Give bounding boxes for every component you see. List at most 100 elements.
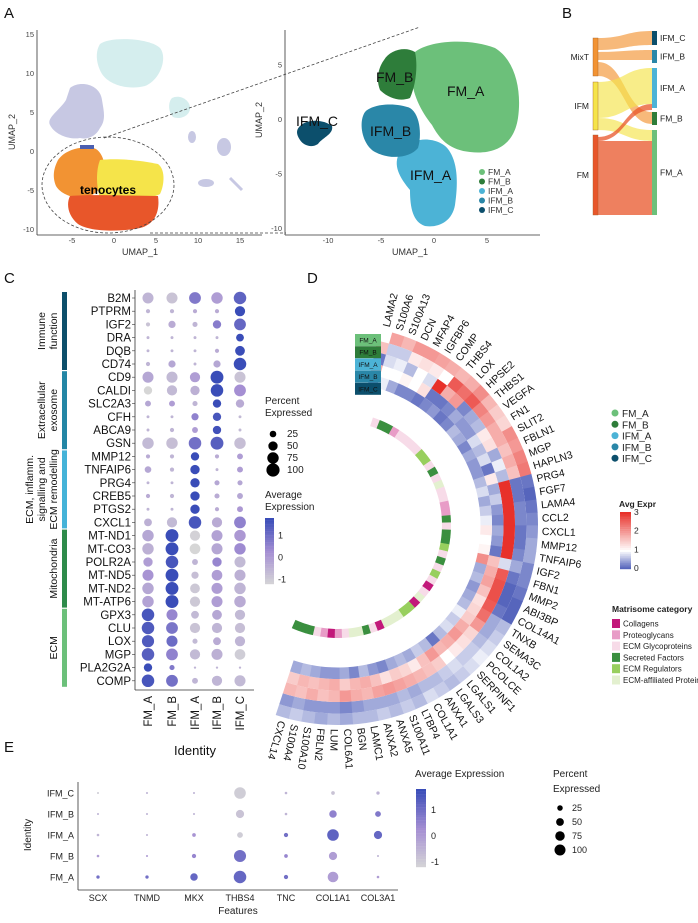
category-cell: [441, 515, 451, 523]
dot: [211, 543, 223, 555]
heatmap-cell: [480, 525, 492, 536]
heatmap-cell: [453, 666, 471, 684]
heatmap-cell: [313, 712, 328, 725]
heatmap-cell: [418, 397, 434, 413]
heatmap-cell: [296, 674, 310, 688]
row-label: FM_B: [359, 350, 376, 357]
gene-label: MT-ND1: [88, 531, 131, 543]
colorbar-segment: [620, 553, 631, 556]
group-bar: [62, 450, 67, 529]
x-tick-label: THBS4: [225, 893, 254, 903]
heatmap-cell: [410, 693, 428, 710]
legend-label: IFM_C: [488, 205, 514, 215]
colorbar-segment: [265, 553, 274, 556]
category-cell: [410, 443, 422, 456]
heatmap-cell: [512, 449, 528, 466]
dot: [211, 675, 223, 686]
heatmap-cell: [402, 387, 417, 403]
color-legend-title: Expression: [265, 502, 314, 513]
dot: [190, 478, 200, 488]
colorbar-segment: [416, 861, 426, 865]
dot: [169, 309, 175, 314]
colorbar-segment: [416, 807, 426, 810]
sankey-flow: [598, 50, 652, 60]
size-legend-title: Percent: [265, 396, 300, 407]
heatmap-cell: [471, 443, 488, 459]
dot: [145, 875, 149, 879]
heatmap-cell: [488, 404, 506, 422]
heatmap-cell: [486, 588, 502, 604]
colorbar-tick-label: -1: [431, 857, 439, 867]
umap-all-cells: tenocytes -5 0 5 10 15 -10 -5 0 5 10 15 UMAP_1 UMAP_2: [7, 26, 421, 257]
colorbar-segment: [416, 796, 426, 800]
dot: [96, 833, 100, 837]
panel-label: A: [4, 5, 14, 22]
colorbar-segment: [620, 527, 631, 530]
heatmap-cell: [393, 652, 408, 667]
category-cell: [341, 628, 350, 638]
heatmap-cell: [477, 495, 491, 508]
dot: [165, 568, 179, 582]
circular-heatmap: LAMA2S100A6S100A13DCNMFAP4IGFBP6COMPTHBS…: [265, 292, 698, 771]
sankey-node: [592, 37, 599, 77]
category-cell: [361, 624, 371, 636]
colorbar-segment: [265, 526, 274, 530]
dot: [166, 648, 178, 661]
colorbar-segment: [620, 559, 631, 562]
legend-swatch: [611, 454, 619, 462]
heatmap-cell: [366, 662, 380, 676]
x-tick-label: -10: [323, 236, 334, 245]
x-axis-title: UMAP_1: [122, 247, 158, 257]
dot: [234, 437, 246, 449]
heatmap-cell: [438, 618, 455, 634]
heatmap-cell: [491, 514, 504, 526]
heatmap-cell: [349, 677, 362, 691]
cluster-blob: [96, 39, 164, 88]
dot: [192, 791, 196, 795]
gene-label: MT-ND2: [88, 583, 131, 595]
category-cell: [319, 627, 329, 638]
heatmap-cell: [319, 666, 331, 679]
heatmap-cell: [279, 693, 295, 708]
heatmap-cell: [327, 701, 340, 714]
dot: [234, 569, 246, 581]
umap-tenocytes: FM_AFM_BIFM_AIFM_BIFM_CFM_AFM_BIFM_AIFM_…: [254, 30, 540, 257]
sankey-node: [652, 50, 657, 63]
colorbar-segment: [416, 812, 426, 816]
colorbar-tick-label: -1: [278, 575, 286, 585]
dot: [142, 529, 154, 542]
legend-swatch: [611, 409, 619, 417]
category-cell: [414, 449, 427, 461]
category-cell: [408, 596, 421, 608]
heatmap-cell: [469, 466, 485, 481]
dot: [376, 791, 380, 795]
dot: [373, 830, 383, 840]
dot: [146, 507, 150, 511]
dot: [96, 854, 100, 858]
dot: [234, 582, 246, 595]
size-legend-dot: [266, 463, 280, 477]
x-tick-label: IFM_A: [190, 696, 202, 730]
dot: [166, 622, 178, 634]
colorbar-segment: [416, 854, 426, 857]
dot: [169, 665, 175, 671]
colorbar-segment: [416, 794, 426, 797]
heatmap-cell: [461, 587, 477, 603]
y-tick-label: 0: [278, 115, 282, 124]
dot: [234, 675, 246, 687]
dot: [234, 787, 246, 799]
dot: [146, 428, 150, 432]
heatmap-cell: [485, 421, 503, 438]
heatmap-cell: [501, 426, 519, 444]
dot: [145, 400, 151, 407]
x-tick-label: 0: [432, 236, 436, 245]
dot: [192, 427, 198, 433]
dot: [146, 481, 150, 485]
heatmap-cell: [432, 410, 449, 426]
dot: [234, 609, 246, 620]
colorbar-segment: [416, 815, 426, 818]
cluster-ifm-a: [396, 139, 457, 227]
heatmap-cell: [351, 711, 366, 725]
group-label: ECM remodelling: [48, 449, 60, 530]
